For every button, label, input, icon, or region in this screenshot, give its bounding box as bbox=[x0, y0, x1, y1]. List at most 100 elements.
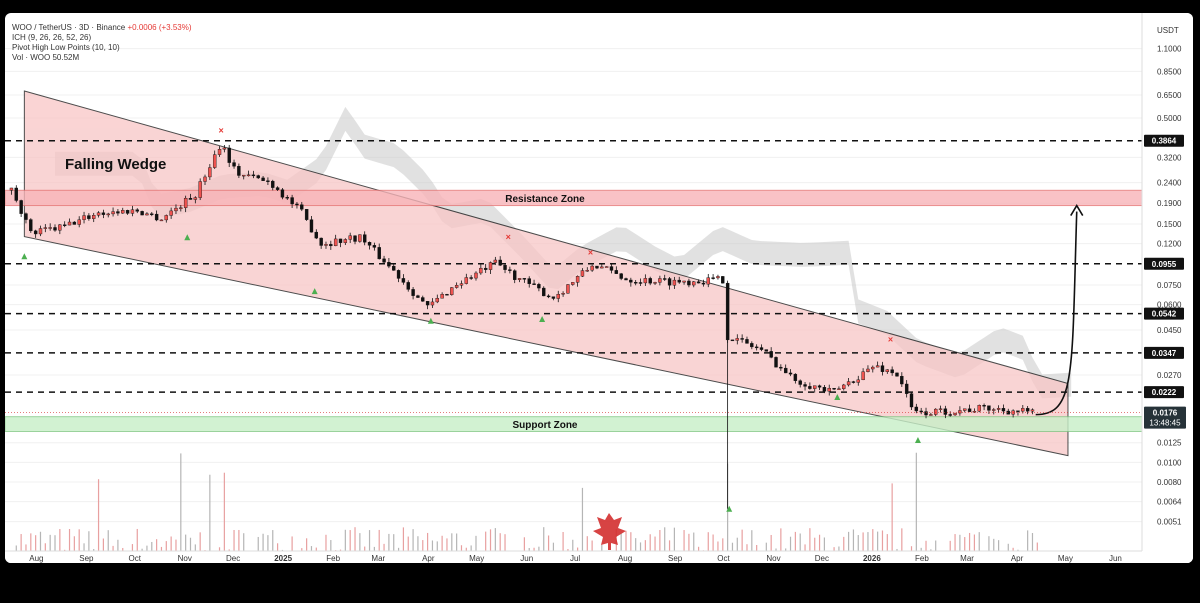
candle[interactable] bbox=[295, 203, 299, 206]
candle[interactable] bbox=[87, 215, 91, 219]
candle[interactable] bbox=[271, 180, 275, 188]
candle[interactable] bbox=[837, 388, 841, 390]
candle[interactable] bbox=[319, 237, 323, 246]
candle[interactable] bbox=[982, 405, 986, 407]
candle[interactable] bbox=[953, 412, 957, 416]
candle[interactable] bbox=[900, 376, 904, 385]
candle[interactable] bbox=[237, 166, 241, 176]
candle[interactable] bbox=[19, 200, 23, 214]
candle[interactable] bbox=[24, 213, 28, 220]
candle[interactable] bbox=[875, 365, 880, 368]
candle[interactable] bbox=[604, 266, 609, 268]
candle[interactable] bbox=[672, 279, 677, 286]
candle[interactable] bbox=[174, 207, 178, 212]
candle[interactable] bbox=[624, 278, 628, 281]
candle[interactable] bbox=[125, 210, 130, 214]
candle[interactable] bbox=[222, 147, 227, 150]
candle[interactable] bbox=[154, 213, 159, 221]
candle[interactable] bbox=[880, 365, 885, 372]
candle[interactable] bbox=[682, 280, 686, 283]
candle[interactable] bbox=[135, 209, 139, 212]
candle[interactable] bbox=[532, 283, 536, 285]
candle[interactable] bbox=[517, 278, 522, 280]
legend-volume[interactable]: Vol · WOO 50.52M bbox=[12, 53, 80, 62]
candle[interactable] bbox=[924, 411, 928, 416]
candle[interactable] bbox=[580, 270, 585, 277]
candle[interactable] bbox=[779, 366, 783, 369]
candle[interactable] bbox=[367, 242, 372, 246]
candle[interactable] bbox=[730, 339, 735, 342]
candle[interactable] bbox=[895, 372, 899, 377]
candle[interactable] bbox=[469, 277, 473, 279]
candle[interactable] bbox=[459, 283, 464, 286]
price-axis[interactable]: USDT 1.1000 0.8500 0.6500 0.5000 0.3200 0.2400… bbox=[1141, 13, 1193, 563]
candle[interactable] bbox=[421, 297, 425, 302]
candle[interactable] bbox=[1006, 410, 1010, 415]
candle[interactable] bbox=[648, 278, 652, 284]
candle[interactable] bbox=[82, 215, 86, 220]
candle[interactable] bbox=[493, 259, 498, 263]
candle[interactable] bbox=[711, 277, 715, 279]
candle[interactable] bbox=[333, 238, 338, 247]
candle[interactable] bbox=[435, 298, 439, 303]
candle[interactable] bbox=[963, 408, 967, 411]
candle[interactable] bbox=[643, 278, 648, 284]
candle[interactable] bbox=[203, 176, 207, 182]
candle[interactable] bbox=[440, 294, 444, 299]
candle[interactable] bbox=[474, 272, 478, 279]
candle[interactable] bbox=[721, 276, 725, 284]
candle[interactable] bbox=[348, 235, 352, 240]
candle[interactable] bbox=[101, 212, 106, 215]
candle[interactable] bbox=[275, 187, 280, 190]
candle[interactable] bbox=[198, 181, 202, 198]
candle[interactable] bbox=[479, 267, 483, 274]
candle[interactable] bbox=[1001, 408, 1006, 412]
candle[interactable] bbox=[217, 149, 222, 155]
candle[interactable] bbox=[324, 244, 328, 246]
candle[interactable] bbox=[208, 167, 212, 178]
falling-wedge-shape[interactable] bbox=[23, 90, 1069, 457]
legend-ichimoku[interactable]: ICH (9, 26, 26, 52, 26) bbox=[12, 33, 92, 42]
candle[interactable] bbox=[290, 197, 294, 205]
candle[interactable] bbox=[716, 276, 720, 279]
candle[interactable] bbox=[561, 293, 565, 295]
candle[interactable] bbox=[653, 282, 657, 284]
candle[interactable] bbox=[638, 282, 643, 284]
candle[interactable] bbox=[232, 162, 236, 167]
candle[interactable] bbox=[614, 270, 619, 274]
candle[interactable] bbox=[972, 410, 977, 413]
candle[interactable] bbox=[813, 385, 817, 389]
candle[interactable] bbox=[948, 414, 952, 416]
candle[interactable] bbox=[774, 357, 778, 368]
candle[interactable] bbox=[58, 224, 62, 231]
candle[interactable] bbox=[67, 221, 72, 226]
candle[interactable] bbox=[929, 414, 933, 416]
candle[interactable] bbox=[392, 265, 396, 271]
candle[interactable] bbox=[595, 265, 599, 269]
candle[interactable] bbox=[338, 238, 343, 243]
candle[interactable] bbox=[121, 210, 125, 214]
candle[interactable] bbox=[43, 227, 48, 229]
candle[interactable] bbox=[488, 262, 493, 270]
candle[interactable] bbox=[600, 266, 604, 269]
candle[interactable] bbox=[977, 405, 981, 412]
candle[interactable] bbox=[261, 177, 265, 181]
plot-area[interactable]: Resistance Zone Support Zone × × × × Falling W… bbox=[5, 48, 1143, 561]
candle[interactable] bbox=[304, 209, 309, 220]
candle[interactable] bbox=[754, 346, 759, 349]
candle[interactable] bbox=[406, 282, 410, 290]
candle[interactable] bbox=[48, 227, 52, 229]
candle[interactable] bbox=[832, 387, 836, 390]
candle[interactable] bbox=[803, 384, 807, 387]
candle[interactable] bbox=[445, 294, 449, 296]
candle[interactable] bbox=[706, 277, 710, 285]
candle[interactable] bbox=[212, 154, 217, 168]
candle[interactable] bbox=[992, 409, 996, 411]
candle[interactable] bbox=[53, 227, 57, 231]
candle[interactable] bbox=[145, 213, 149, 216]
candle[interactable] bbox=[33, 230, 38, 235]
candle[interactable] bbox=[314, 231, 319, 239]
candle[interactable] bbox=[246, 174, 251, 177]
candle[interactable] bbox=[783, 367, 788, 374]
candle[interactable] bbox=[343, 239, 348, 243]
